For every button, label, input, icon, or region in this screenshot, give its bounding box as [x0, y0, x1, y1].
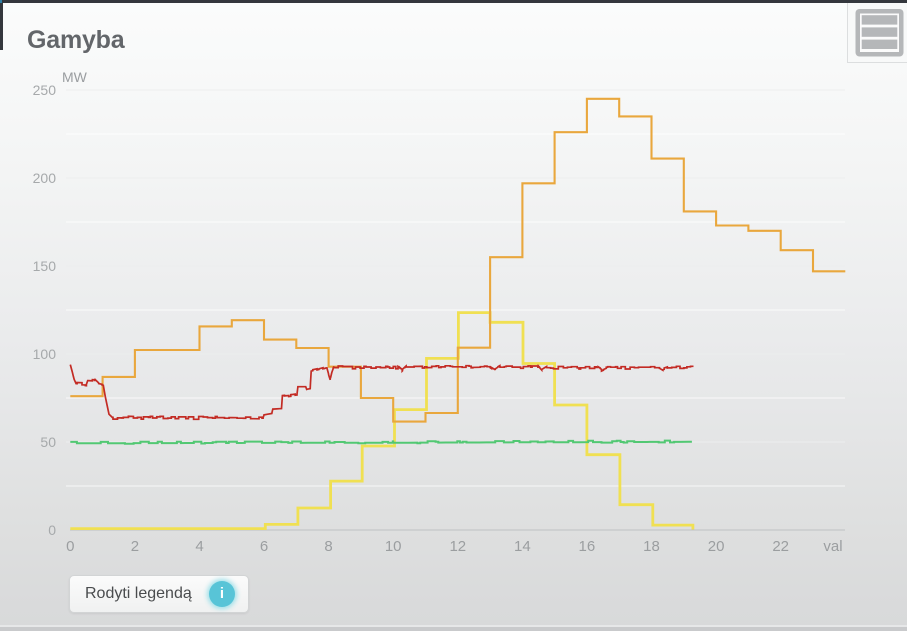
svg-text:14: 14 — [514, 538, 531, 555]
svg-text:0: 0 — [48, 522, 56, 538]
svg-text:6: 6 — [260, 538, 268, 555]
svg-text:22: 22 — [772, 538, 789, 555]
svg-text:12: 12 — [449, 538, 466, 555]
svg-text:20: 20 — [708, 538, 725, 555]
svg-text:8: 8 — [324, 538, 332, 555]
svg-text:4: 4 — [195, 538, 203, 555]
svg-text:150: 150 — [33, 258, 57, 274]
svg-text:18: 18 — [643, 538, 660, 555]
svg-text:200: 200 — [33, 170, 57, 186]
svg-text:100: 100 — [33, 346, 57, 362]
svg-text:50: 50 — [40, 434, 56, 450]
svg-text:250: 250 — [33, 82, 57, 98]
svg-text:0: 0 — [66, 538, 74, 555]
svg-text:val: val — [823, 538, 842, 555]
svg-text:MW: MW — [62, 69, 88, 85]
svg-text:16: 16 — [579, 538, 596, 555]
svg-text:10: 10 — [385, 538, 402, 555]
svg-text:2: 2 — [131, 538, 139, 555]
